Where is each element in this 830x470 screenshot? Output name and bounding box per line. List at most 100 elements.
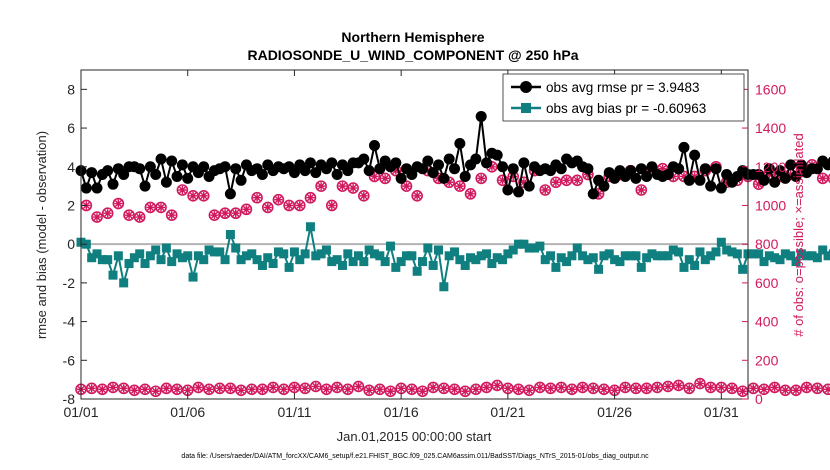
rmse-point bbox=[470, 153, 482, 165]
bias-point bbox=[556, 253, 566, 263]
obs-count-point bbox=[304, 191, 317, 204]
left-tick-label: 2 bbox=[67, 197, 75, 213]
bias-point bbox=[316, 249, 326, 259]
bias-point bbox=[129, 253, 139, 263]
bias-point bbox=[135, 249, 145, 259]
plot-frame bbox=[80, 69, 749, 400]
rmse-point bbox=[155, 153, 167, 165]
rmse-point bbox=[107, 178, 119, 190]
bias-point bbox=[503, 249, 513, 259]
bias-point bbox=[455, 255, 465, 265]
right-tick-label: 400 bbox=[755, 314, 779, 330]
obs-count-point bbox=[544, 382, 557, 395]
bias-point bbox=[540, 255, 550, 265]
obs-count-point bbox=[245, 383, 258, 396]
rmse-point bbox=[523, 180, 535, 192]
bias-point bbox=[263, 253, 273, 263]
rmse-point bbox=[491, 149, 503, 161]
obs-count-point bbox=[347, 182, 359, 194]
bias-point bbox=[311, 251, 321, 261]
bias-point bbox=[791, 257, 801, 267]
rmse-point bbox=[763, 163, 775, 175]
bias-point bbox=[92, 249, 102, 259]
rmse-point bbox=[342, 165, 354, 177]
obs-count-point bbox=[85, 382, 98, 395]
legend-rmse-label: obs avg rmse pr = 3.9483 bbox=[546, 80, 699, 95]
obs-count-point bbox=[144, 201, 157, 214]
obs-count-point bbox=[427, 381, 439, 394]
bias-point bbox=[487, 259, 497, 269]
bias-point bbox=[428, 260, 438, 270]
bias-point bbox=[103, 255, 113, 265]
obs-count-point bbox=[235, 384, 247, 397]
bias-point bbox=[252, 255, 262, 265]
rmse-point bbox=[646, 161, 658, 173]
bias-point bbox=[97, 255, 107, 265]
obs-count-point bbox=[91, 211, 103, 223]
left-tick-label: -8 bbox=[63, 391, 76, 407]
bias-point bbox=[391, 262, 401, 272]
obs-count-point bbox=[566, 383, 578, 396]
bias-point bbox=[604, 249, 614, 259]
rmse-point bbox=[827, 156, 830, 166]
bias-point bbox=[300, 249, 310, 259]
obs-count-point bbox=[694, 377, 706, 390]
rmse-point bbox=[699, 163, 711, 175]
bias-point bbox=[412, 266, 422, 276]
obs-count-point bbox=[213, 382, 226, 395]
obs-count-point bbox=[107, 381, 119, 394]
rmse-point bbox=[454, 138, 466, 150]
rmse-point bbox=[475, 110, 487, 122]
obs-count-point bbox=[272, 193, 285, 206]
bias-point bbox=[375, 251, 385, 261]
obs-count-point bbox=[576, 381, 589, 394]
bias-point bbox=[711, 247, 721, 257]
rmse-point bbox=[230, 163, 242, 175]
obs-count-point bbox=[539, 184, 552, 196]
obs-count-point bbox=[165, 209, 178, 221]
obs-count-point bbox=[816, 172, 829, 185]
bias-point bbox=[594, 264, 604, 274]
bias-point bbox=[172, 249, 182, 259]
rmse-point bbox=[513, 186, 525, 198]
obs-count-point bbox=[341, 383, 354, 396]
bias-point bbox=[151, 245, 161, 255]
right-tick-label: 0 bbox=[755, 391, 763, 407]
obs-count-point bbox=[155, 201, 167, 214]
bias-point bbox=[807, 251, 817, 261]
bias-point bbox=[754, 249, 764, 259]
rmse-point bbox=[481, 157, 493, 169]
bias-point bbox=[343, 249, 353, 259]
obs-count-point bbox=[523, 384, 536, 397]
bias-point bbox=[610, 255, 620, 265]
rmse-point bbox=[598, 180, 610, 192]
rmse-point bbox=[715, 182, 727, 194]
bias-point bbox=[369, 249, 379, 259]
bias-point bbox=[305, 222, 315, 232]
y-axis-right-label: # of obs: o=possible; ×=assimilated bbox=[791, 133, 806, 336]
bias-point bbox=[647, 249, 657, 259]
rmse-point bbox=[86, 167, 98, 179]
bias-point bbox=[674, 247, 684, 257]
bias-point bbox=[231, 243, 241, 253]
x-tick-label: 01/06 bbox=[170, 404, 205, 420]
obs-count-point bbox=[149, 385, 162, 398]
obs-count-point bbox=[459, 385, 471, 398]
rmse-point bbox=[710, 163, 722, 175]
bias-point bbox=[289, 247, 299, 257]
bias-point bbox=[700, 255, 710, 265]
bias-point bbox=[780, 249, 790, 259]
obs-count-point bbox=[283, 199, 295, 212]
rmse-point bbox=[235, 174, 247, 186]
y-axis-left-label: rmse and bias (model - observation) bbox=[34, 131, 49, 339]
bias-point bbox=[476, 251, 486, 261]
rmse-point bbox=[160, 176, 172, 188]
obs-count-point bbox=[555, 381, 568, 394]
bias-point bbox=[183, 251, 193, 261]
right-tick-label: 1000 bbox=[755, 197, 786, 213]
bias-point bbox=[716, 237, 726, 247]
bias-point bbox=[380, 257, 390, 267]
obs-count-point bbox=[726, 382, 738, 395]
rmse-point bbox=[91, 182, 103, 194]
